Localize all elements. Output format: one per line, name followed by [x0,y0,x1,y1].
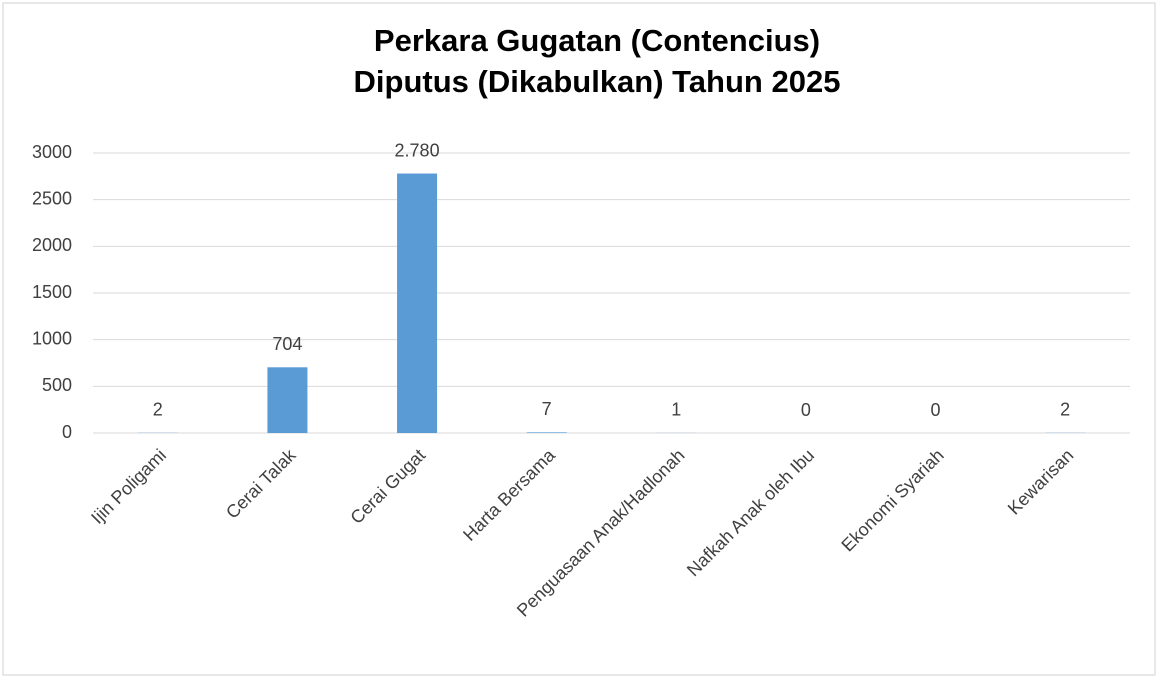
data-label: 704 [272,334,302,354]
data-label: 0 [801,400,811,420]
data-label: 2 [153,400,163,420]
data-label: 2.780 [395,140,440,160]
chart-title: Diputus (Dikabulkan) Tahun 2025 [354,64,841,99]
data-label: 7 [542,399,552,419]
y-tick-label: 3000 [32,142,72,162]
data-label: 2 [1060,400,1070,420]
data-label: 1 [671,400,681,420]
y-tick-label: 500 [42,375,72,395]
y-tick-label: 2500 [32,188,72,208]
data-label: 0 [931,400,941,420]
chart-title: Perkara Gugatan (Contencius) [374,23,820,58]
bar [526,432,567,433]
y-tick-label: 1000 [32,328,72,348]
bar [267,367,308,433]
y-tick-label: 0 [62,422,72,442]
y-tick-label: 1500 [32,282,72,302]
bar [397,173,438,434]
y-tick-label: 2000 [32,235,72,255]
